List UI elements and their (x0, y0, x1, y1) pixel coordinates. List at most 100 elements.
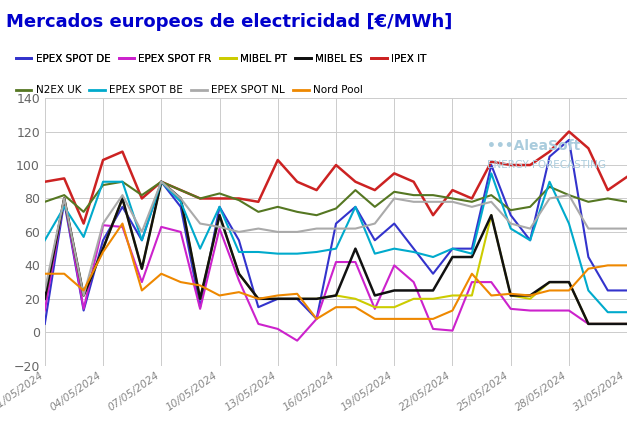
EPEX SPOT NL (623, 226, 631, 231)
Nord Pool (157, 271, 165, 277)
EPEX SPOT FR (449, 328, 456, 333)
N2EX UK (468, 199, 476, 204)
MIBEL PT (235, 271, 243, 277)
EPEX SPOT BE (429, 254, 437, 260)
EPEX SPOT DE (584, 254, 592, 260)
IPEX IT (429, 213, 437, 218)
N2EX UK (351, 187, 359, 193)
MIBEL PT (429, 296, 437, 301)
EPEX SPOT NL (507, 221, 515, 226)
EPEX SPOT BE (177, 199, 184, 204)
EPEX SPOT FR (565, 308, 573, 313)
EPEX SPOT NL (449, 199, 456, 204)
Nord Pool (351, 305, 359, 310)
N2EX UK (274, 204, 282, 210)
EPEX SPOT BE (138, 238, 146, 243)
MIBEL ES (157, 179, 165, 185)
EPEX SPOT FR (138, 279, 146, 285)
EPEX SPOT DE (507, 213, 515, 218)
MIBEL PT (138, 266, 146, 271)
IPEX IT (157, 179, 165, 185)
N2EX UK (546, 184, 554, 190)
EPEX SPOT DE (80, 308, 88, 313)
EPEX SPOT NL (584, 226, 592, 231)
MIBEL ES (565, 279, 573, 285)
Nord Pool (274, 293, 282, 298)
Nord Pool (293, 291, 301, 297)
MIBEL ES (371, 293, 379, 298)
MIBEL ES (313, 296, 321, 301)
MIBEL PT (526, 296, 534, 301)
Nord Pool (118, 221, 126, 226)
EPEX SPOT NL (196, 221, 204, 226)
MIBEL ES (138, 266, 146, 271)
N2EX UK (332, 206, 340, 211)
EPEX SPOT FR (196, 306, 204, 312)
Nord Pool (177, 279, 184, 285)
N2EX UK (235, 198, 243, 203)
MIBEL PT (118, 196, 126, 201)
MIBEL ES (332, 293, 340, 298)
EPEX SPOT FR (274, 326, 282, 332)
MIBEL ES (41, 296, 49, 301)
MIBEL PT (604, 321, 612, 326)
EPEX SPOT BE (196, 246, 204, 252)
N2EX UK (410, 193, 417, 198)
MIBEL PT (255, 296, 262, 301)
EPEX SPOT NL (410, 199, 417, 204)
N2EX UK (216, 191, 223, 196)
EPEX SPOT DE (623, 288, 631, 293)
EPEX SPOT DE (526, 238, 534, 243)
N2EX UK (293, 209, 301, 215)
EPEX SPOT BE (449, 246, 456, 252)
MIBEL ES (468, 254, 476, 260)
N2EX UK (623, 199, 631, 204)
EPEX SPOT FR (235, 278, 243, 283)
EPEX SPOT BE (623, 310, 631, 315)
Nord Pool (565, 288, 573, 293)
EPEX SPOT BE (274, 251, 282, 256)
EPEX SPOT BE (468, 251, 476, 256)
IPEX IT (177, 187, 184, 193)
EPEX SPOT NL (351, 226, 359, 231)
MIBEL PT (565, 279, 573, 285)
IPEX IT (138, 196, 146, 201)
EPEX SPOT BE (80, 234, 88, 240)
EPEX SPOT BE (41, 238, 49, 243)
MIBEL ES (196, 296, 204, 301)
EPEX SPOT NL (138, 229, 146, 235)
EPEX SPOT DE (235, 238, 243, 243)
Nord Pool (196, 283, 204, 288)
EPEX SPOT FR (604, 321, 612, 326)
Legend: EPEX SPOT DE, EPEX SPOT FR, MIBEL PT, MIBEL ES, IPEX IT: EPEX SPOT DE, EPEX SPOT FR, MIBEL PT, MI… (12, 50, 430, 68)
IPEX IT (196, 196, 204, 201)
Line: IPEX IT: IPEX IT (45, 132, 627, 223)
EPEX SPOT FR (216, 226, 223, 231)
MIBEL ES (255, 296, 262, 301)
MIBEL ES (507, 293, 515, 298)
IPEX IT (41, 179, 49, 185)
Text: •••AleaSoft: •••AleaSoft (488, 139, 580, 153)
EPEX SPOT BE (99, 179, 107, 185)
EPEX SPOT NL (177, 196, 184, 201)
MIBEL ES (80, 293, 88, 298)
IPEX IT (99, 157, 107, 163)
EPEX SPOT BE (216, 204, 223, 210)
EPEX SPOT FR (118, 224, 126, 230)
EPEX SPOT NL (604, 226, 612, 231)
IPEX IT (293, 179, 301, 185)
EPEX SPOT DE (60, 199, 68, 204)
N2EX UK (313, 213, 321, 218)
N2EX UK (118, 179, 126, 185)
EPEX SPOT FR (584, 321, 592, 326)
Nord Pool (546, 288, 554, 293)
MIBEL ES (449, 254, 456, 260)
EPEX SPOT FR (623, 321, 631, 326)
MIBEL ES (60, 196, 68, 201)
MIBEL PT (623, 321, 631, 326)
EPEX SPOT BE (313, 249, 321, 255)
EPEX SPOT NL (157, 179, 165, 185)
IPEX IT (584, 145, 592, 151)
IPEX IT (507, 162, 515, 168)
EPEX SPOT BE (351, 204, 359, 210)
